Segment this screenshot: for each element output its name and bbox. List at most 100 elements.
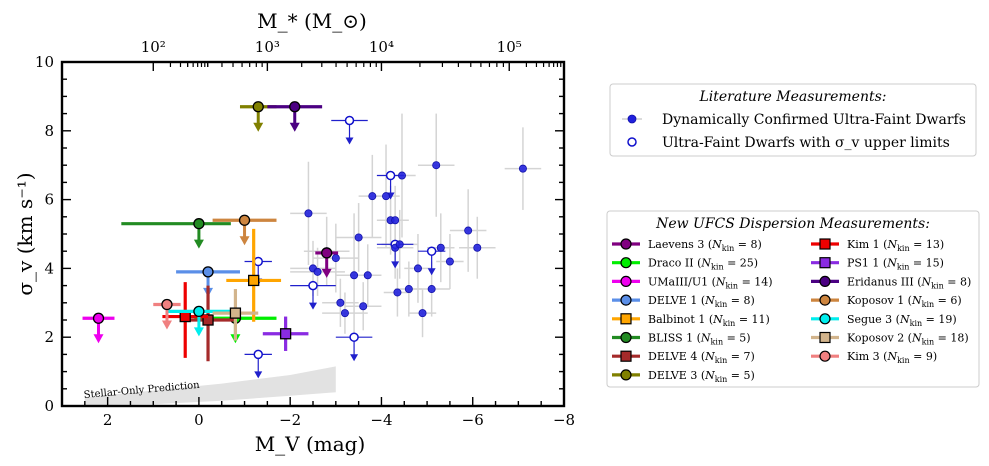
lit-confirmed-point-23 [432, 161, 441, 170]
legend-label-koposov-1: Koposov 1 (Nkin = 6) [847, 294, 962, 309]
legend-marker-kim-3 [819, 350, 831, 362]
legend-marker-ps1-1 [819, 257, 831, 269]
lit-confirmed-point-4 [331, 254, 340, 263]
ufcs-legend-title: New UFCS Dispersion Measurements: [655, 216, 930, 232]
ufcs-point-laevens-3 [321, 247, 333, 259]
ufcs-arrow-delve-3 [253, 122, 264, 132]
literature-points-layer [244, 113, 542, 379]
lit-confirmed-point-8 [354, 233, 363, 242]
lit-confirmed-point-11 [368, 192, 377, 201]
plot-frame [60, 60, 566, 408]
x-tick-label-1: 0 [194, 411, 204, 429]
lit-confirmed-point-12 [382, 192, 391, 201]
legend-marker-eridanus-iii [819, 275, 831, 287]
lit-limit-point-4 [308, 280, 318, 291]
ufcs-point-segue-3 [193, 305, 205, 318]
legend-label-kim-3: Kim 3 (Nkin = 9) [847, 350, 937, 365]
top-tick-label-1: 10³ [255, 38, 280, 56]
legend-filled-marker-icon [627, 114, 637, 124]
lit-confirmed-point-22 [427, 285, 436, 294]
stellar-only-band-layer [84, 366, 336, 406]
legend-entry-confirmed: Dynamically Confirmed Ultra-Faint Dwarfs [662, 112, 966, 128]
lit-limit-point-5 [349, 332, 359, 342]
lit-confirmed-point-24 [436, 243, 445, 252]
ufcs-arrow-kim-3 [161, 320, 172, 330]
lit-confirmed-point-10 [363, 271, 372, 280]
lit-limit-point-1 [385, 170, 396, 181]
ufcs-point-bliss-1 [193, 218, 205, 230]
lit-limit-arrow-4 [309, 302, 317, 310]
lit-limit-arrow-7 [254, 371, 263, 379]
ufcs-legend: New UFCS Dispersion Measurements: Laeven… [606, 210, 980, 388]
legend-marker-segue-3 [819, 313, 831, 325]
x-tick-label-4: −6 [462, 411, 484, 429]
y-axis-label: σ_v (km s⁻¹) [13, 172, 37, 295]
lit-confirmed-point-9 [359, 302, 368, 311]
stellar-only-band [84, 366, 336, 406]
ufcs-point-delve-3 [252, 101, 264, 113]
legend-marker-delve-3 [620, 369, 632, 381]
x-axis-label: M_V (mag) [255, 432, 366, 456]
legend-label-delve-1: DELVE 1 (Nkin = 8) [648, 294, 755, 309]
ufcs-point-delve-1 [202, 266, 214, 278]
y-tick-label-2: 4 [44, 259, 54, 277]
x-tick-label-0: 2 [103, 411, 113, 429]
ufcs-point-koposov-2 [229, 307, 242, 319]
ufcs-point-kim-3 [161, 298, 173, 311]
lit-confirmed-point-20 [413, 264, 422, 273]
axes-layer: 2 0 −2 −4 −6 −8 0 2 4 6 8 10 10² 10³ 10⁴ 10⁵ [35, 38, 575, 429]
legend-marker-bliss-1 [620, 331, 632, 344]
ufcs-arrow-eridanus-iii [289, 122, 300, 132]
legend-open-marker-icon [627, 137, 637, 147]
legend-entry-upper-limits: Ultra-Faint Dwarfs with σ_v upper limits [662, 135, 950, 151]
lit-limit-point-6 [253, 256, 263, 267]
lit-confirmed-point-26 [464, 226, 473, 235]
lit-limit-arrow-2 [427, 268, 436, 276]
lit-limit-arrow-0 [345, 137, 354, 145]
y-tick-label-3: 6 [44, 191, 54, 209]
legend-label-koposov-2: Koposov 2 (Nkin = 18) [847, 332, 969, 347]
ufcs-point-kim-1 [179, 310, 191, 323]
ufcs-arrow-segue-3 [193, 327, 204, 337]
lit-confirmed-point-27 [473, 243, 482, 252]
y-tick-label-0: 0 [44, 397, 54, 415]
ufcs-point-ps1-1 [279, 328, 292, 340]
lit-confirmed-point-16 [393, 288, 402, 297]
legend-marker-koposov-1 [819, 294, 831, 306]
lit-limit-point-7 [253, 349, 263, 360]
lit-limit-arrow-5 [350, 354, 359, 362]
lit-confirmed-point-7 [350, 271, 359, 280]
ufcs-point-eridanus-iii [289, 101, 301, 113]
ufcs-point-umaiii-u1 [92, 312, 105, 324]
legend-label-eridanus-iii: Eridanus III (Nkin = 8) [847, 275, 971, 290]
legend-marker-draco-ii [620, 257, 632, 269]
ufcs-point-balbinot-1 [248, 274, 260, 287]
ufcs-point-koposov-1 [238, 214, 251, 226]
literature-legend: Literature Measurements: Dynamically Con… [609, 83, 977, 157]
legend-marker-koposov-2 [819, 331, 831, 344]
lit-confirmed-point-14 [391, 216, 400, 225]
legend-label-delve-4: DELVE 4 (Nkin = 7) [648, 350, 755, 365]
lit-limit-arrow-3 [391, 261, 400, 269]
y-tick-label-1: 2 [44, 328, 54, 346]
lit-confirmed-point-21 [418, 309, 427, 318]
lit-confirmed-point-0 [304, 209, 313, 218]
legend-label-kim-1: Kim 1 (Nkin = 13) [847, 238, 944, 253]
lit-confirmed-point-2 [313, 267, 322, 276]
lit-confirmed-point-18 [397, 171, 406, 180]
legend-label-laevens-3: Laevens 3 (Nkin = 8) [648, 238, 762, 253]
legend-label-delve-3: DELVE 3 (Nkin = 5) [648, 369, 755, 384]
lit-confirmed-point-19 [404, 285, 413, 294]
legend-marker-kim-1 [819, 238, 831, 250]
lit-confirmed-point-5 [336, 298, 345, 307]
y-tick-label-5: 10 [35, 53, 54, 71]
legend-label-balbinot-1: Balbinot 1 (Nkin = 11) [648, 313, 770, 328]
legend-label-draco-ii: Draco II (Nkin = 25) [648, 257, 758, 272]
ufcs-arrow-koposov-1 [239, 236, 250, 246]
top-x-axis-label: M_* (M_⊙) [257, 9, 367, 33]
legend-marker-balbinot-1 [620, 313, 632, 325]
ufcs-legend-frame [606, 210, 980, 388]
ufcs-arrow-laevens-3 [321, 268, 332, 278]
lit-confirmed-point-25 [445, 257, 454, 266]
